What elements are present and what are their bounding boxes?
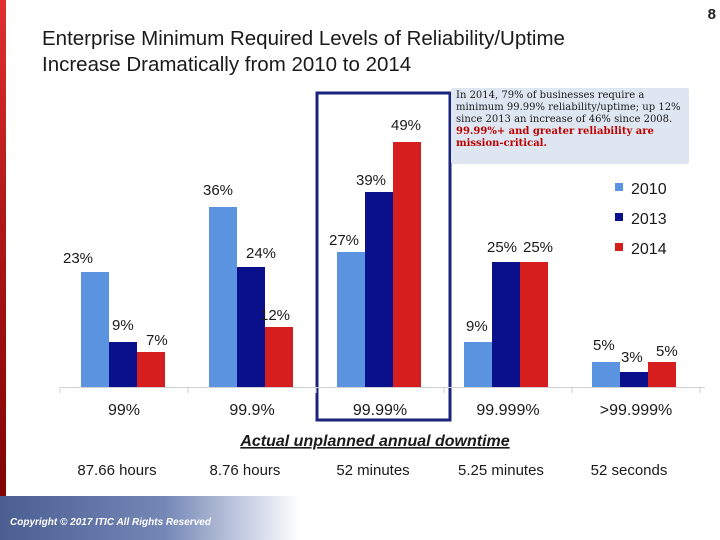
bar-2014-4 — [648, 362, 676, 387]
data-label-2013-3: 25% — [487, 239, 517, 256]
data-label-2014-2: 49% — [391, 117, 421, 134]
category-label-1: 99.9% — [229, 402, 274, 419]
bar-2013-0 — [109, 342, 137, 387]
callout-highlight: 99.99%+ and greater reliability are miss… — [456, 126, 654, 149]
data-label-2014-1: 12% — [260, 307, 290, 324]
bar-2010-0 — [81, 272, 109, 387]
data-label-2014-0: 7% — [146, 332, 168, 349]
data-label-2010-3: 9% — [466, 318, 488, 335]
bar-2013-2 — [365, 192, 393, 387]
data-label-2013-4: 3% — [621, 349, 643, 366]
data-label-2013-1: 24% — [246, 245, 276, 262]
title-line-2: Increase Dramatically from 2010 to 2014 — [42, 53, 412, 76]
legend-label-2013: 2013 — [631, 211, 667, 228]
bar-2013-1 — [237, 267, 265, 387]
downtime-value-1: 8.76 hours — [210, 462, 281, 479]
footer-band — [0, 496, 300, 540]
legend-label-2014: 2014 — [631, 241, 667, 258]
title-line-1: Enterprise Minimum Required Levels of Re… — [42, 27, 565, 50]
downtime-caption: Actual unplanned annual downtime — [239, 433, 509, 450]
bar-2014-3 — [520, 262, 548, 387]
category-label-0: 99% — [108, 402, 140, 419]
data-label-2014-4: 5% — [656, 343, 678, 360]
downtime-value-2: 52 minutes — [336, 462, 409, 479]
left-accent-bar — [0, 0, 6, 540]
data-label-2010-2: 27% — [329, 232, 359, 249]
data-label-2010-1: 36% — [203, 182, 233, 199]
bar-2014-2 — [393, 142, 421, 387]
data-label-2010-0: 23% — [63, 250, 93, 267]
category-label-3: 99.999% — [476, 402, 539, 419]
bar-2014-0 — [137, 352, 165, 387]
slide-title: Enterprise Minimum Required Levels of Re… — [42, 26, 682, 78]
bar-2010-3 — [464, 342, 492, 387]
legend-label-2010: 2010 — [631, 181, 667, 198]
bar-2010-1 — [209, 207, 237, 387]
category-label-4: >99.999% — [600, 402, 673, 419]
bar-2013-3 — [492, 262, 520, 387]
bar-2013-4 — [620, 372, 648, 387]
bar-2010-4 — [592, 362, 620, 387]
footer: Copyright © 2017 ITIC All Rights Reserve… — [0, 496, 720, 540]
bar-2014-1 — [265, 327, 293, 387]
bar-2010-2 — [337, 252, 365, 387]
legend-swatch-2014 — [615, 243, 623, 251]
downtime-value-4: 52 seconds — [591, 462, 668, 479]
data-label-2013-0: 9% — [112, 317, 134, 334]
legend-swatch-2010 — [615, 183, 623, 191]
data-label-2013-2: 39% — [356, 172, 386, 189]
data-label-2010-4: 5% — [593, 337, 615, 354]
data-label-2014-3: 25% — [523, 239, 553, 256]
category-label-2: 99.99% — [353, 402, 407, 419]
legend-swatch-2013 — [615, 213, 623, 221]
callout-box: In 2014, 79% of businesses require a min… — [451, 88, 689, 164]
downtime-value-3: 5.25 minutes — [458, 462, 544, 479]
downtime-value-0: 87.66 hours — [77, 462, 156, 479]
callout-text: In 2014, 79% of businesses require a min… — [456, 90, 681, 125]
copyright-text: Copyright © 2017 ITIC All Rights Reserve… — [10, 517, 211, 528]
page-number: 8 — [707, 6, 716, 23]
highlight-frame — [315, 91, 452, 422]
